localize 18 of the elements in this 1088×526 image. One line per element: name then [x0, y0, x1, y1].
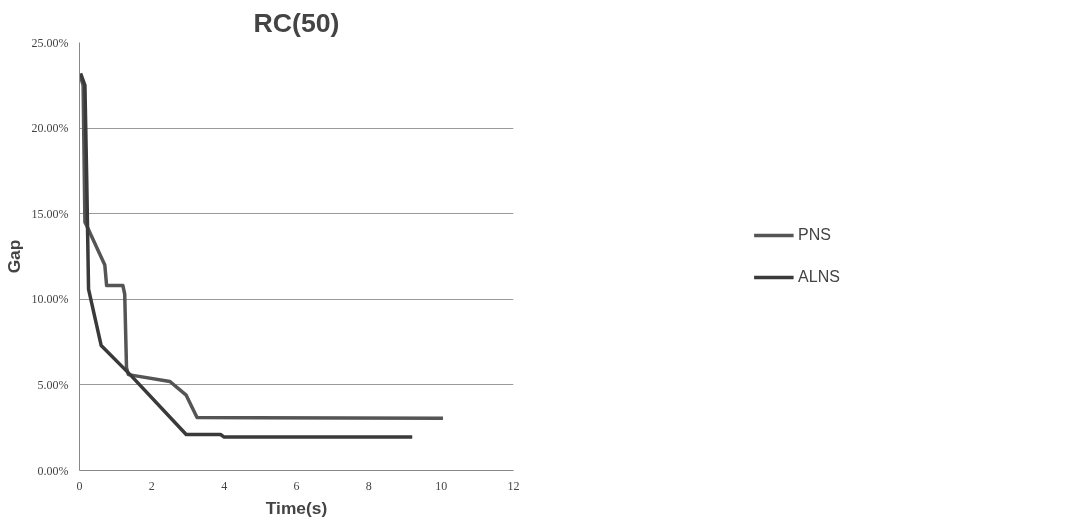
x-tick-label: 10 [435, 478, 448, 493]
y-tick-label: 0.00% [37, 463, 69, 478]
x-tick-label: 4 [221, 478, 228, 493]
legend-label: PNS [798, 226, 832, 244]
x-tick-label: 8 [365, 478, 372, 493]
y-tick-label: 5.00% [37, 377, 69, 392]
chart-title: RC(50) [253, 7, 340, 38]
x-tick-label: 6 [293, 478, 300, 493]
x-axis-title: Time(s) [265, 497, 328, 518]
x-tick-label: 2 [148, 478, 155, 493]
x-tick-label: 12 [507, 478, 520, 493]
y-tick-label: 20.00% [31, 121, 69, 136]
y-tick-label: 15.00% [31, 206, 69, 221]
legend-label: ALNS [798, 268, 840, 286]
x-tick-label: 0 [76, 478, 83, 493]
y-axis-title: Gap [3, 239, 24, 274]
y-tick-label: 25.00% [31, 35, 69, 50]
y-tick-label: 10.00% [31, 292, 69, 307]
